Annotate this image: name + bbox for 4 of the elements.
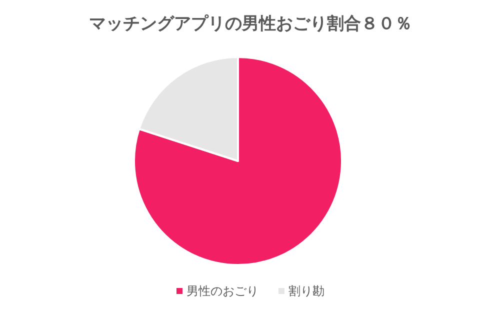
pie-slice [133,56,343,266]
legend-label: 割り勘 [288,284,324,298]
legend-label: 男性のおごり [186,284,258,298]
chart-title: マッチングアプリの男性おごり割合８０％ [89,14,412,34]
